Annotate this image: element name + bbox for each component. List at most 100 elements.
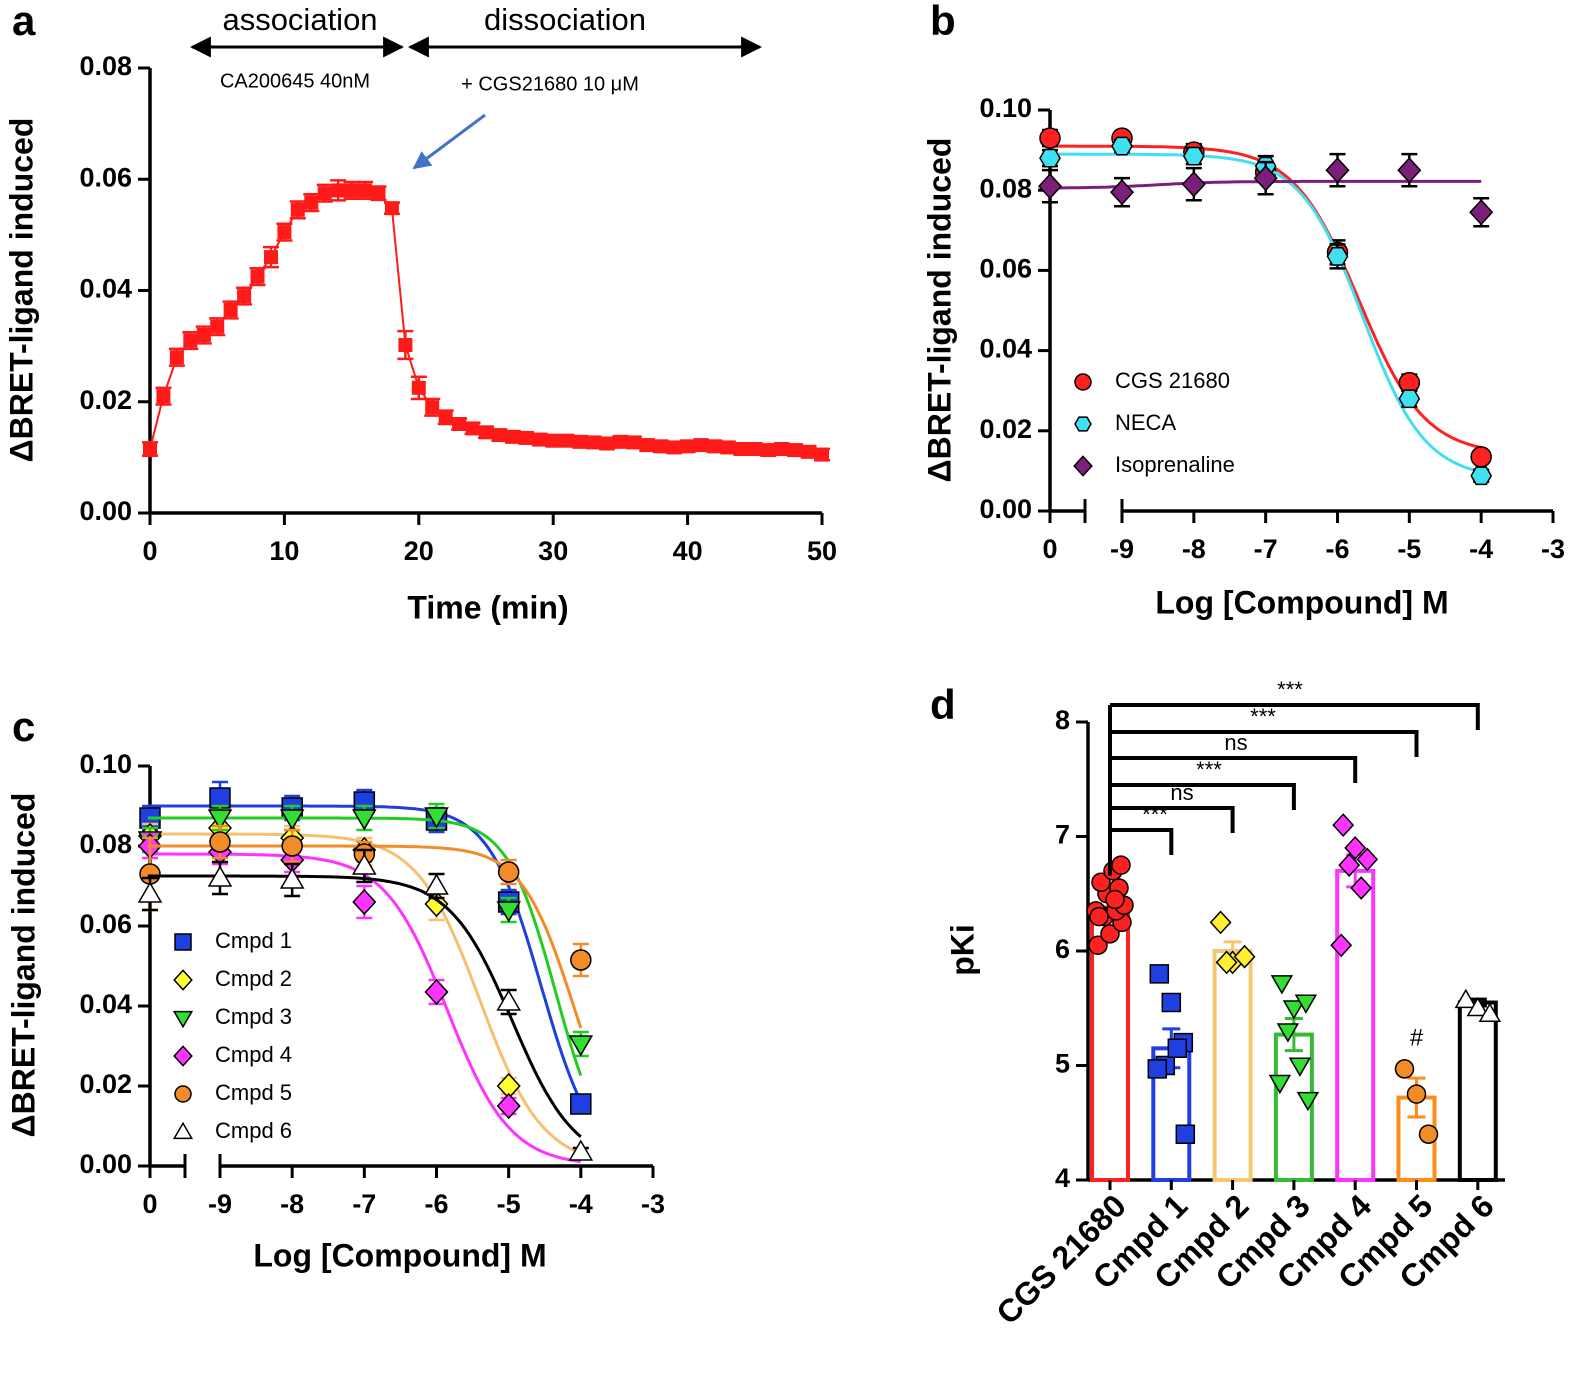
data-point [492, 428, 507, 443]
data-point [1039, 148, 1061, 168]
y-tick-label: 0.06 [79, 909, 132, 939]
bracket [1110, 828, 1174, 855]
data-point [424, 873, 449, 895]
significance-label: ns [1224, 730, 1247, 755]
data-point [1100, 924, 1120, 944]
data-point [1470, 466, 1493, 486]
data-point [613, 434, 628, 449]
data-point [1111, 136, 1133, 156]
data-point [532, 432, 547, 447]
data-point [223, 303, 238, 317]
data-point [496, 1092, 521, 1120]
data-point [1344, 835, 1367, 860]
legend-marker [173, 1045, 193, 1067]
data-point [143, 442, 157, 456]
data-point [137, 881, 163, 903]
legend-label: Cmpd 1 [215, 928, 292, 953]
data-point [209, 831, 231, 853]
y-tick-label: 6 [1055, 934, 1070, 964]
significance-label: *** [1196, 757, 1222, 782]
data-point [1332, 813, 1355, 838]
significance-label: *** [1142, 802, 1168, 827]
data-point [1470, 446, 1492, 468]
data-point [1406, 1084, 1427, 1104]
x-tick-label: -3 [641, 1189, 665, 1219]
x-tick-label: 0 [1042, 534, 1057, 564]
legend-marker [173, 969, 193, 991]
annotation: association [222, 2, 377, 37]
x-axis-title: Log [Compound] M [1155, 584, 1448, 620]
data-point [519, 430, 534, 445]
panel-letter: b [930, 0, 956, 44]
x-tick-label: 40 [673, 536, 703, 566]
data-point [479, 425, 493, 440]
data-point [1394, 1059, 1415, 1079]
data-point [207, 865, 233, 887]
data-point [183, 333, 198, 348]
data-point [734, 442, 749, 456]
data-point [546, 433, 561, 448]
bracket [1110, 756, 1358, 783]
data-point [425, 400, 440, 415]
y-tick-label: 0.02 [79, 1069, 132, 1099]
data-point [1350, 876, 1373, 900]
x-tick-label: -4 [1469, 534, 1493, 564]
data-point [559, 433, 574, 448]
data-point [694, 438, 708, 453]
data-point [1161, 992, 1182, 1013]
bracket [1110, 806, 1235, 833]
bar [1335, 868, 1376, 1182]
data-point [351, 809, 377, 831]
bracket [1110, 730, 1419, 757]
data-point [1088, 935, 1108, 956]
data-point [1296, 1091, 1320, 1112]
data-point [384, 201, 399, 216]
data-point [210, 319, 225, 334]
data-point [720, 440, 735, 455]
legend-label: Cmpd 3 [215, 1004, 292, 1029]
y-tick-label: 0.08 [979, 173, 1032, 203]
x-tick-label: -5 [497, 1189, 521, 1219]
addition-arrow [412, 113, 486, 170]
legend-label: Cmpd 6 [215, 1118, 292, 1143]
data-point [1397, 157, 1422, 184]
bar [1212, 949, 1253, 1182]
data-point [707, 439, 722, 454]
data-point [1466, 996, 1490, 1017]
data-point [570, 1093, 592, 1115]
data-point [1215, 950, 1238, 975]
legend-label: Cmpd 5 [215, 1080, 292, 1105]
y-axis-title: ΔBRET-ligand induced [5, 793, 41, 1138]
legend-label: Cmpd 4 [215, 1042, 292, 1067]
panel-letter: c [12, 703, 35, 750]
y-tick-label: 0.08 [79, 51, 132, 81]
panel-letter: a [12, 0, 36, 44]
data-point [815, 447, 829, 462]
data-point [237, 289, 252, 304]
data-point [1167, 1038, 1188, 1059]
data-point [331, 183, 346, 198]
legend-marker [1074, 373, 1092, 391]
data-point [568, 1035, 594, 1057]
y-tick-label: 0.10 [979, 93, 1032, 123]
bracket [1110, 703, 1480, 730]
data-point [279, 809, 305, 831]
data-point [496, 989, 522, 1011]
y-tick-label: 7 [1055, 820, 1070, 850]
data-point [653, 439, 668, 454]
y-tick-label: 4 [1055, 1163, 1070, 1193]
data-point [424, 807, 449, 829]
y-tick-label: 0.06 [79, 162, 132, 192]
x-tick-label: -4 [569, 1189, 593, 1219]
data-point [351, 853, 377, 875]
y-tick-label: 0.00 [979, 494, 1032, 524]
x-tick-label: -6 [424, 1189, 448, 1219]
legend-marker [174, 933, 192, 951]
data-point [1418, 1124, 1439, 1144]
bar [1457, 1000, 1498, 1183]
data-point [1109, 179, 1135, 206]
y-tick-label: 8 [1055, 705, 1070, 735]
data-point [1233, 944, 1256, 969]
data-point [1149, 964, 1170, 984]
